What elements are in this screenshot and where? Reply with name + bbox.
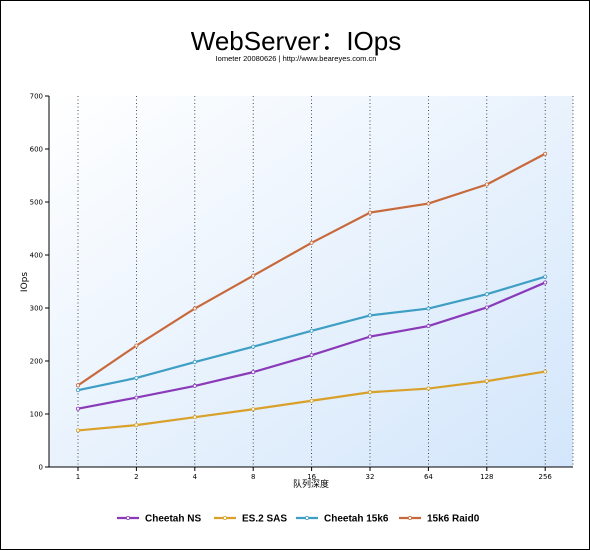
- data-point: [484, 292, 489, 297]
- data-point: [76, 383, 81, 388]
- data-point: [76, 406, 81, 411]
- x-tick-label: 4: [193, 473, 198, 481]
- data-point: [134, 423, 139, 428]
- chart-title: WebServer：IOps: [191, 26, 401, 56]
- data-point: [251, 407, 256, 412]
- series-cheetah-ns: [76, 280, 548, 411]
- data-point: [134, 343, 139, 348]
- legend-marker: [407, 516, 412, 521]
- legend-label: Cheetah 15k6: [324, 514, 389, 525]
- legend: Cheetah NS ES.2 SAS Cheetah 15k6 15k6 Raid0: [117, 514, 480, 525]
- legend-marker: [222, 516, 227, 521]
- series-lines: [76, 151, 548, 433]
- data-point: [134, 395, 139, 400]
- data-point: [426, 386, 431, 391]
- axes: [45, 95, 573, 471]
- series-cheetah-15k6: [76, 274, 548, 393]
- data-point: [426, 324, 431, 329]
- x-tick-labels: 1 2 4 8 16 32 64 128 256: [76, 473, 553, 481]
- data-point: [309, 328, 314, 333]
- legend-marker: [304, 516, 309, 521]
- y-tick-label: 0: [39, 464, 43, 472]
- grid-lines: [77, 96, 574, 467]
- data-point: [484, 182, 489, 187]
- data-point: [543, 369, 548, 374]
- plot-area: [49, 96, 573, 467]
- data-point: [484, 305, 489, 310]
- y-tick-labels: 0 100 200 300 400 500 600 700: [30, 93, 43, 472]
- y-axis-title: IOps: [20, 272, 30, 292]
- y-tick-label: 100: [30, 411, 43, 419]
- legend-label: 15k6 Raid0: [427, 514, 480, 525]
- data-point: [367, 390, 372, 395]
- data-point: [192, 360, 197, 365]
- data-point: [192, 306, 197, 311]
- data-point: [251, 273, 256, 278]
- data-point: [76, 388, 81, 393]
- legend-label: ES.2 SAS: [242, 514, 287, 525]
- data-point: [309, 353, 314, 358]
- y-tick-label: 400: [30, 252, 43, 260]
- x-tick-label: 8: [251, 473, 255, 481]
- x-axis-title: 队列深度: [293, 478, 329, 490]
- data-point: [251, 370, 256, 375]
- x-tick-label: 128: [480, 473, 493, 481]
- x-tick-label: 256: [539, 473, 553, 481]
- y-tick-label: 200: [30, 358, 43, 366]
- data-point: [367, 334, 372, 339]
- legend-item: 15k6 Raid0: [399, 514, 480, 525]
- data-point: [192, 383, 197, 388]
- y-tick-label: 700: [30, 93, 43, 101]
- legend-marker: [126, 516, 131, 521]
- series-es-2-sas: [76, 369, 548, 433]
- x-tick-label: 32: [366, 473, 375, 481]
- y-tick-label: 600: [30, 146, 43, 154]
- y-tick-label: 300: [30, 305, 43, 313]
- data-point: [367, 210, 372, 215]
- x-tick-label: 2: [134, 473, 138, 481]
- data-point: [251, 344, 256, 349]
- chart-subtitle: Iometer 20080626 | http://www.beareyes.c…: [216, 54, 377, 63]
- data-point: [426, 306, 431, 311]
- data-point: [543, 151, 548, 156]
- data-point: [134, 375, 139, 380]
- data-point: [76, 428, 81, 433]
- x-tick-label: 1: [76, 473, 80, 481]
- data-point: [192, 415, 197, 420]
- legend-item: ES.2 SAS: [214, 514, 287, 525]
- legend-item: Cheetah 15k6: [296, 514, 389, 525]
- legend-item: Cheetah NS: [117, 514, 201, 525]
- data-point: [484, 379, 489, 384]
- data-point: [543, 274, 548, 279]
- y-tick-label: 500: [30, 199, 43, 207]
- data-point: [309, 398, 314, 403]
- data-point: [543, 280, 548, 285]
- series-15k6-raid0: [76, 151, 548, 388]
- x-tick-label: 16: [307, 473, 316, 481]
- x-tick-label: 64: [424, 473, 433, 481]
- data-point: [309, 240, 314, 245]
- legend-label: Cheetah NS: [145, 514, 201, 525]
- data-point: [367, 313, 372, 318]
- data-point: [426, 201, 431, 206]
